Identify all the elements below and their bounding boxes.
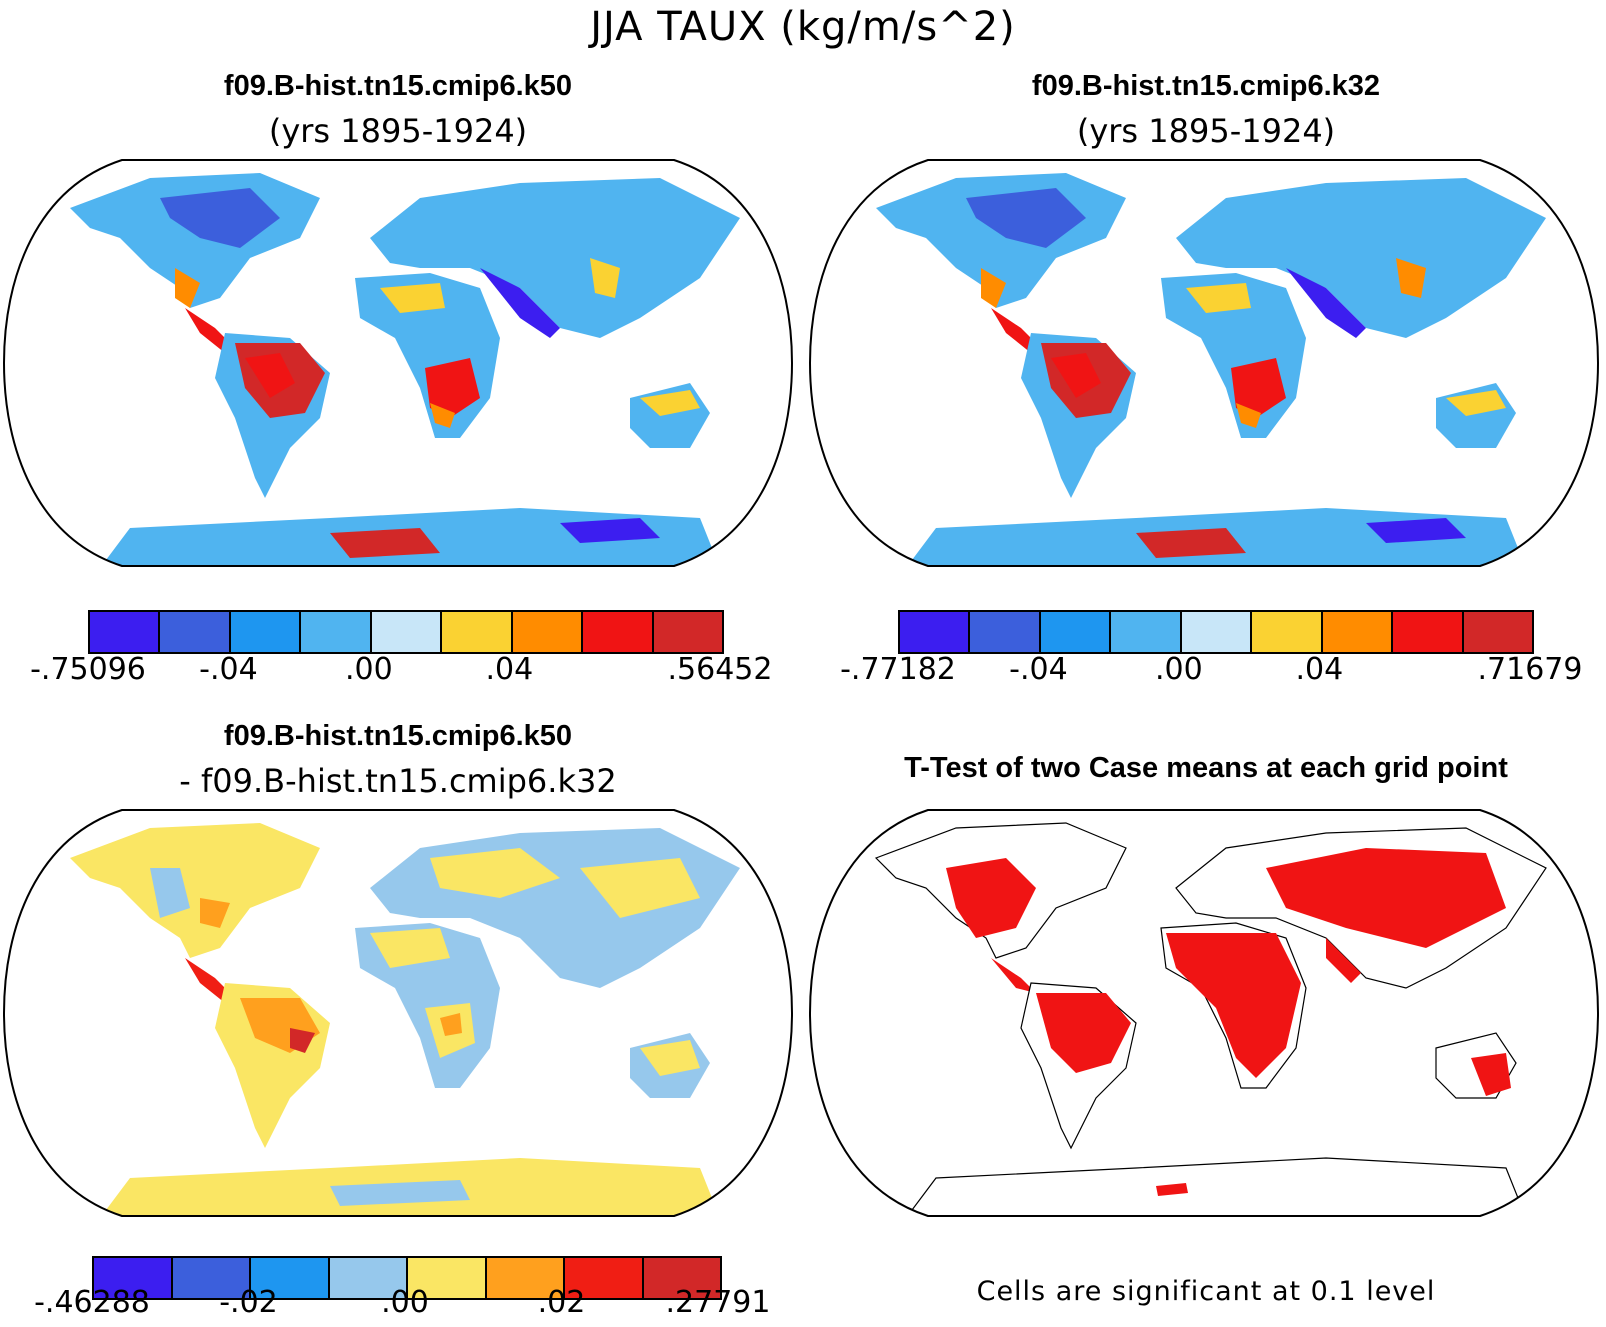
colorbar-label: .27791	[665, 1285, 771, 1320]
colorbar-swatch	[583, 612, 654, 652]
colorbar-swatch	[1111, 612, 1182, 652]
colorbar-swatch	[653, 612, 722, 652]
colorbar-labels-bottom-left: -.46288 -.02 .00 .02 .27791	[34, 1285, 770, 1325]
map-bottom-right	[808, 809, 1600, 1217]
panel-title-bottom-right: T-Test of two Case means at each grid po…	[904, 752, 1508, 784]
colorbar-label: .02	[537, 1285, 586, 1320]
colorbar-swatch	[329, 1258, 408, 1298]
panel-title-top-right: f09.B-hist.tn15.cmip6.k32	[1031, 70, 1381, 102]
eurasia	[1176, 178, 1546, 338]
map-top-left	[2, 159, 794, 567]
colorbar-swatch	[970, 612, 1041, 652]
colorbar-label: .71679	[1477, 652, 1583, 687]
colorbar-label: -.46288	[34, 1285, 150, 1320]
colorbar-swatch	[1252, 612, 1323, 652]
colorbar-swatch	[371, 612, 443, 652]
colorbar-label: .56452	[667, 652, 773, 687]
colorbar-swatch	[442, 612, 513, 652]
colorbar-swatch	[1463, 612, 1532, 652]
significance-footnote: Cells are significant at 0.1 level	[976, 1276, 1436, 1307]
australia	[630, 383, 710, 448]
colorbar-swatch	[251, 1258, 330, 1298]
colorbar-label: -.04	[1009, 652, 1068, 687]
panel-subtitle-top-right: (yrs 1895-1924)	[1076, 112, 1336, 150]
colorbar-label: .00	[345, 652, 393, 687]
colorbar-swatch	[900, 612, 971, 652]
colorbar-swatch	[1181, 612, 1253, 652]
colorbar-swatch	[486, 1258, 565, 1298]
colorbar-swatch	[1322, 612, 1394, 652]
colorbar-bottom-left	[92, 1256, 722, 1300]
colorbar-swatch	[1040, 612, 1112, 652]
map-bottom-left	[2, 809, 794, 1217]
colorbar-swatch	[565, 1258, 644, 1298]
colorbar-label: .04	[1295, 652, 1344, 687]
colorbar-labels-top-left: -.75096 -.04 .00 .04 .56452	[30, 652, 772, 692]
north-america	[70, 823, 320, 958]
colorbar-label: -.75096	[30, 652, 146, 687]
map-top-right	[808, 159, 1600, 567]
panel-subtitle-bottom-left: - f09.B-hist.tn15.cmip6.k32	[179, 762, 617, 800]
colorbar-swatch	[230, 612, 302, 652]
colorbar-top-right	[898, 610, 1534, 654]
panel-subtitle-top-left: (yrs 1895-1924)	[268, 112, 528, 150]
panel-title-bottom-left: f09.B-hist.tn15.cmip6.k50	[223, 720, 573, 752]
colorbar-swatch	[94, 1258, 173, 1298]
colorbar-top-left	[88, 610, 724, 654]
panel-title-top-left: f09.B-hist.tn15.cmip6.k50	[223, 70, 573, 102]
colorbar-swatch	[512, 612, 584, 652]
main-title: JJA TAUX (kg/m/s^2)	[590, 4, 1016, 50]
colorbar-swatch	[90, 612, 161, 652]
antarctica	[904, 1157, 1527, 1216]
colorbar-swatch	[172, 1258, 251, 1298]
colorbar-swatch	[1393, 612, 1464, 652]
colorbar-swatch	[643, 1258, 720, 1298]
colorbar-label: .00	[1155, 652, 1203, 687]
colorbar-label: -.77182	[840, 652, 956, 687]
colorbar-label: -.04	[199, 652, 258, 687]
colorbar-label: .04	[485, 652, 534, 687]
colorbar-labels-top-right: -.77182 -.04 .00 .04 .71679	[840, 652, 1582, 692]
colorbar-swatch	[408, 1258, 487, 1298]
colorbar-swatch	[301, 612, 372, 652]
australia	[1436, 383, 1516, 448]
colorbar-swatch	[160, 612, 231, 652]
colorbar-label: -.02	[219, 1285, 278, 1320]
colorbar-label: .00	[381, 1285, 429, 1320]
eurasia	[370, 178, 740, 338]
